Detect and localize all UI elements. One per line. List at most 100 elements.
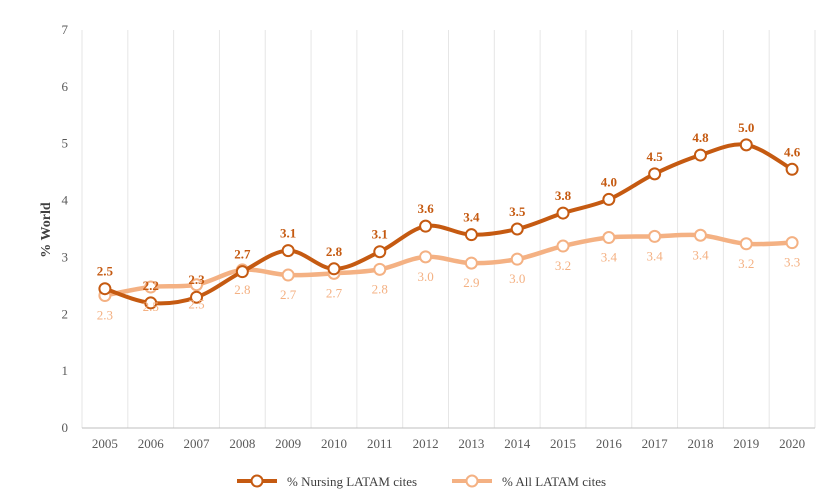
nursing-data-label: 3.8 [555, 188, 572, 203]
all-data-point [556, 239, 570, 253]
x-tick-label: 2009 [275, 436, 301, 451]
nursing-data-label: 3.4 [463, 210, 480, 225]
nursing-data-label: 3.1 [280, 226, 296, 241]
nursing-data-label: 4.5 [647, 149, 664, 164]
legend: % Nursing LATAM cites % All LATAM cites [237, 474, 606, 489]
all-data-label: 3.4 [692, 247, 709, 262]
nursing-data-point [144, 296, 158, 310]
all-data-point [602, 231, 616, 245]
all-data-label: 2.8 [372, 281, 388, 296]
x-tick-label: 2016 [596, 436, 623, 451]
x-tick-label: 2017 [642, 436, 669, 451]
nursing-data-label: 2.5 [97, 264, 114, 279]
all-data-point [693, 228, 707, 242]
nursing-data-label: 4.8 [692, 130, 709, 145]
legend-swatch-marker [250, 474, 264, 488]
nursing-data-point [602, 192, 616, 206]
nursing-data-point [648, 167, 662, 181]
x-tick-label: 2012 [413, 436, 439, 451]
nursing-data-label: 2.8 [326, 244, 343, 259]
x-tick-label: 2005 [92, 436, 118, 451]
y-tick-label: 7 [62, 22, 69, 37]
y-tick-label: 0 [62, 420, 69, 435]
x-tick-label: 2015 [550, 436, 576, 451]
all-data-point [739, 237, 753, 251]
series-layer [98, 138, 799, 310]
y-tick-label: 4 [62, 193, 69, 208]
all-data-label: 3.3 [784, 255, 800, 270]
x-tick-label: 2007 [184, 436, 211, 451]
legend-label: % Nursing LATAM cites [287, 474, 417, 489]
nursing-data-label: 4.6 [784, 144, 801, 159]
nursing-data-point [510, 222, 524, 236]
nursing-data-point [281, 244, 295, 258]
x-tick-label: 2014 [504, 436, 531, 451]
series-line-nursing [102, 142, 795, 306]
nursing-data-label: 2.7 [234, 247, 251, 262]
y-tick-label: 1 [62, 363, 69, 378]
nursing-data-point [739, 138, 753, 152]
all-data-point [464, 256, 478, 270]
all-data-label: 2.7 [326, 285, 343, 300]
all-data-point [190, 278, 204, 292]
all-data-point [144, 280, 158, 294]
nursing-data-point [373, 245, 387, 259]
all-data-label: 2.3 [97, 308, 113, 323]
y-tick-label: 3 [62, 249, 69, 264]
data-label-layer: 2.5 2.2 2.3 2.7 3.1 2.8 3.1 3.6 3.4 3.5 3.8 4.0 4.5 4… [97, 120, 801, 323]
all-data-point [281, 268, 295, 282]
x-tick-label: 2008 [229, 436, 255, 451]
legend-item-all: % All LATAM cites [452, 474, 606, 489]
y-tick-label: 6 [62, 79, 69, 94]
y-tick-label: 5 [62, 136, 69, 151]
nursing-data-point [98, 282, 112, 296]
all-data-label: 3.4 [601, 250, 618, 265]
all-data-label: 2.5 [188, 297, 204, 312]
nursing-data-point [235, 265, 249, 279]
axis-layer: 0 1 2 3 4 5 6 7 2005 2006 2007 2008 2009 2010 2011 2012… [62, 22, 815, 451]
all-data-label: 3.0 [417, 269, 433, 284]
series-line-all [102, 232, 795, 298]
legend-label: % All LATAM cites [502, 474, 606, 489]
nursing-data-point [419, 219, 433, 233]
nursing-data-point [190, 290, 204, 304]
legend-swatch-marker [465, 474, 479, 488]
nursing-data-label: 2.2 [143, 278, 159, 293]
all-data-label: 2.9 [463, 275, 479, 290]
nursing-data-point [327, 262, 341, 276]
nursing-data-point [785, 162, 799, 176]
x-tick-label: 2019 [733, 436, 759, 451]
nursing-data-point [556, 206, 570, 220]
all-data-point [785, 236, 799, 250]
nursing-data-label: 3.6 [417, 201, 434, 216]
all-data-label: 3.2 [738, 256, 754, 271]
y-tick-label: 2 [62, 306, 69, 321]
legend-item-nursing: % Nursing LATAM cites [237, 474, 417, 489]
x-tick-label: 2010 [321, 436, 347, 451]
nursing-data-point [464, 228, 478, 242]
all-data-label: 2.5 [143, 299, 159, 314]
nursing-data-label: 5.0 [738, 120, 754, 135]
all-data-label: 2.8 [234, 282, 250, 297]
x-tick-label: 2006 [138, 436, 165, 451]
all-data-point [648, 229, 662, 243]
all-data-label: 3.4 [647, 248, 664, 263]
x-tick-label: 2013 [458, 436, 484, 451]
nursing-data-label: 3.1 [372, 227, 388, 242]
all-data-label: 2.7 [280, 287, 297, 302]
nursing-data-label: 2.3 [188, 272, 205, 287]
nursing-data-point [693, 148, 707, 162]
nursing-data-label: 3.5 [509, 204, 526, 219]
y-axis-title: % World [39, 202, 54, 258]
grid-layer [81, 30, 816, 428]
all-data-label: 3.0 [509, 271, 525, 286]
nursing-data-label: 4.0 [601, 174, 617, 189]
x-tick-label: 2011 [367, 436, 393, 451]
all-data-label: 3.2 [555, 258, 571, 273]
all-data-point [419, 250, 433, 264]
all-data-point [373, 262, 387, 276]
x-tick-label: 2020 [779, 436, 805, 451]
all-data-point [510, 252, 524, 266]
